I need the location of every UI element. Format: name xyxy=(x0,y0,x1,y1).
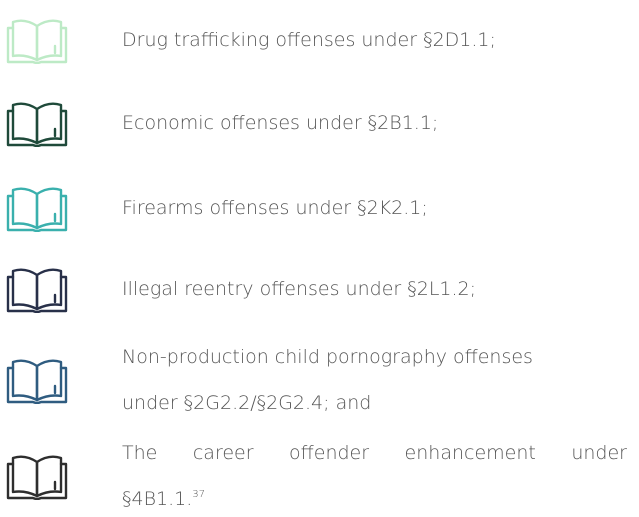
line-text: §4B1.1. xyxy=(122,488,193,510)
icon-stroke xyxy=(6,275,68,313)
icon-stroke xyxy=(35,268,63,311)
icon-stroke xyxy=(6,26,68,64)
line-text: Drug trafficking offenses under §2D1.1; xyxy=(122,29,496,51)
book-icon xyxy=(6,359,68,404)
text-line: under §2G2.2/§2G2.4; and xyxy=(122,380,627,426)
icon-stroke xyxy=(35,19,63,62)
item-text: Illegal reentry offenses under §2L1.2; xyxy=(122,266,627,312)
icon-stroke xyxy=(11,187,39,230)
icon-stroke xyxy=(11,359,39,402)
icon-stroke xyxy=(11,102,39,145)
book-icon xyxy=(6,455,68,500)
book-icon xyxy=(6,187,68,232)
line-text: under §2G2.2/§2G2.4; and xyxy=(122,392,372,414)
text-line: The career offender enhancement under xyxy=(122,430,627,476)
icon-stroke xyxy=(11,19,39,62)
item-text: Firearms offenses under §2K2.1; xyxy=(122,185,627,231)
icon-stroke xyxy=(6,194,68,232)
line-text: Economic offenses under §2B1.1; xyxy=(122,112,439,134)
book-icon xyxy=(6,268,68,313)
line-text: Illegal reentry offenses under §2L1.2; xyxy=(122,278,477,300)
line-text: The career offender enhancement under xyxy=(122,442,627,464)
text-line: Drug trafficking offenses under §2D1.1; xyxy=(122,17,627,63)
book-icon xyxy=(6,19,68,64)
item-text: Drug trafficking offenses under §2D1.1; xyxy=(122,17,627,63)
text-line: §4B1.1.37 xyxy=(122,476,627,517)
line-text: Firearms offenses under §2K2.1; xyxy=(122,197,428,219)
icon-stroke xyxy=(35,359,63,402)
book-icon xyxy=(6,102,68,147)
text-line: Non-production child pornography offense… xyxy=(122,334,627,380)
item-text: The career offender enhancement under §4B… xyxy=(122,430,627,517)
icon-stroke xyxy=(35,455,63,498)
text-line: Economic offenses under §2B1.1; xyxy=(122,100,627,146)
item-text: Non-production child pornography offense… xyxy=(122,334,627,426)
item-text: Economic offenses under §2B1.1; xyxy=(122,100,627,146)
footnote-ref: 37 xyxy=(192,489,206,500)
icon-stroke xyxy=(6,366,68,404)
icon-stroke xyxy=(35,102,63,145)
icon-stroke xyxy=(11,268,39,311)
icon-stroke xyxy=(6,462,68,500)
icon-stroke xyxy=(11,455,39,498)
icon-stroke xyxy=(6,109,68,147)
text-line: Firearms offenses under §2K2.1; xyxy=(122,185,627,231)
icon-stroke xyxy=(35,187,63,230)
line-text: Non-production child pornography offense… xyxy=(122,346,533,368)
text-line: Illegal reentry offenses under §2L1.2; xyxy=(122,266,627,312)
